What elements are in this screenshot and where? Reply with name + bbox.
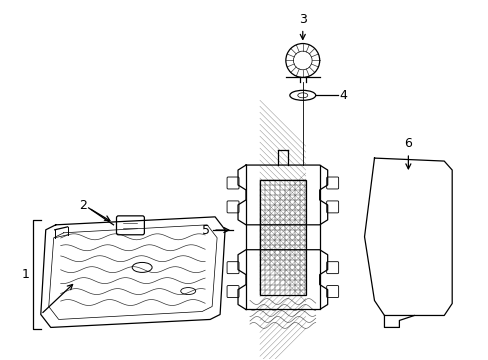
Text: 2: 2 [79,199,86,212]
Text: 3: 3 [298,13,306,26]
Text: 6: 6 [404,137,411,150]
Text: 1: 1 [22,268,30,281]
Text: 4: 4 [339,89,347,102]
Bar [260,180,305,294]
Text: 5: 5 [202,224,210,237]
